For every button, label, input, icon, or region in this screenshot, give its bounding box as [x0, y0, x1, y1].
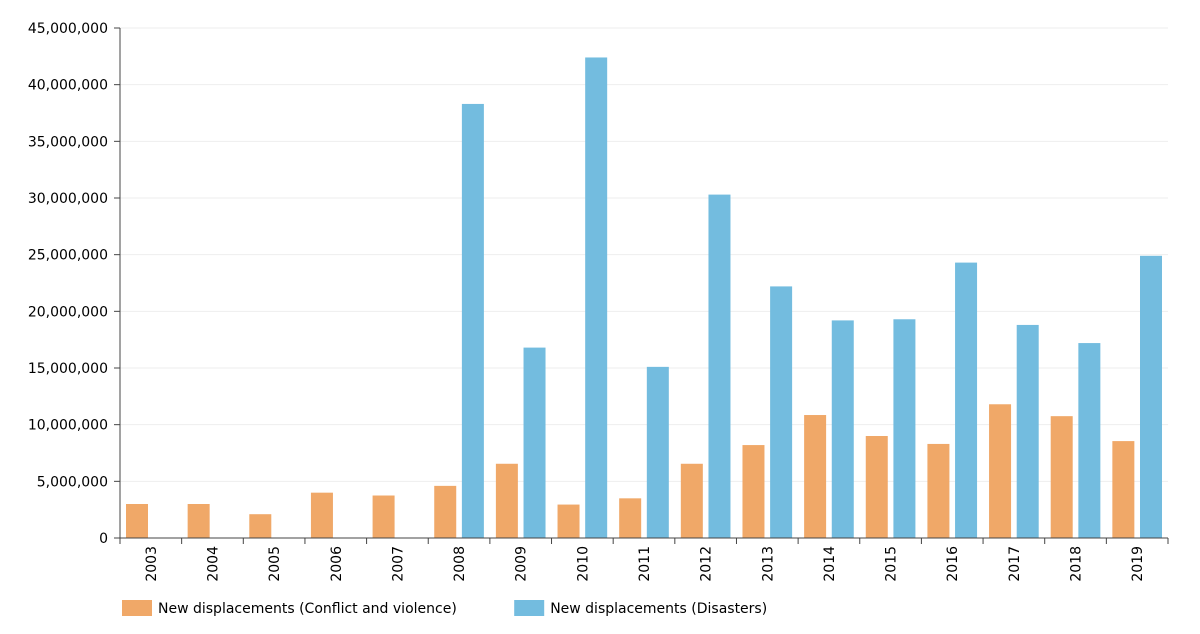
y-tick-label: 5,000,000 — [37, 474, 108, 490]
x-tick-label: 2018 — [1069, 546, 1085, 582]
bar-conflict-2008[interactable] — [434, 485, 457, 538]
y-tick-label: 35,000,000 — [28, 134, 108, 150]
x-tick-label: 2010 — [575, 546, 591, 582]
x-tick-label: 2011 — [637, 546, 653, 582]
bar-conflict-2007[interactable] — [372, 495, 395, 539]
bar-disasters-2015[interactable] — [893, 319, 916, 538]
y-tick-label: 20,000,000 — [28, 304, 108, 320]
bar-disasters-2010[interactable] — [585, 57, 608, 538]
bar-disasters-2017[interactable] — [1016, 324, 1039, 538]
legend-item-conflict[interactable]: New displacements (Conflict and violence… — [122, 600, 457, 617]
x-tick-label: 2017 — [1007, 546, 1023, 582]
bar-conflict-2004[interactable] — [187, 504, 210, 538]
y-tick-label: 25,000,000 — [28, 248, 108, 264]
y-tick-label: 40,000,000 — [28, 78, 108, 94]
bar-conflict-2019[interactable] — [1112, 441, 1135, 538]
bar-conflict-2017[interactable] — [989, 404, 1012, 538]
bar-disasters-2011[interactable] — [646, 366, 669, 538]
x-tick-label: 2005 — [267, 546, 283, 582]
x-tick-label: 2003 — [144, 546, 160, 582]
x-tick-label: 2008 — [452, 546, 468, 582]
y-tick-label: 10,000,000 — [28, 418, 108, 434]
bars — [126, 57, 1162, 539]
bar-disasters-2016[interactable] — [955, 262, 978, 538]
bar-disasters-2012[interactable] — [708, 194, 731, 538]
y-tick-label: 45,000,000 — [28, 21, 108, 37]
y-tick-label: 0 — [99, 531, 108, 547]
x-tick-label: 2004 — [205, 546, 221, 582]
legend-label: New displacements (Conflict and violence… — [158, 601, 457, 617]
x-tick-label: 2007 — [390, 546, 406, 582]
x-tick-label: 2006 — [329, 546, 345, 582]
x-axis: 2003 2004 2005 2006 2007 2008 2009 2010 2011 2012… — [119, 537, 1169, 582]
legend-label: New displacements (Disasters) — [550, 601, 767, 617]
y-axis: 0 5,000,000 10,000,000 15,000,000 20,000,000… — [28, 21, 121, 547]
bar-conflict-2013[interactable] — [742, 445, 765, 538]
legend-item-disasters[interactable]: New displacements (Disasters) — [514, 600, 767, 617]
y-tick-label: 15,000,000 — [28, 361, 108, 377]
bar-conflict-2016[interactable] — [927, 443, 950, 538]
x-tick-label: 2016 — [945, 546, 961, 582]
bar-conflict-2018[interactable] — [1050, 416, 1073, 538]
bar-disasters-2009[interactable] — [523, 347, 546, 538]
bar-conflict-2005[interactable] — [249, 514, 272, 538]
bar-conflict-2003[interactable] — [126, 504, 148, 538]
bar-conflict-2012[interactable] — [680, 463, 703, 538]
bar-conflict-2011[interactable] — [619, 498, 642, 538]
y-tick-label: 30,000,000 — [28, 191, 108, 207]
x-tick-label: 2009 — [514, 546, 530, 582]
bar-conflict-2006[interactable] — [310, 492, 333, 538]
bar-disasters-2019[interactable] — [1140, 255, 1162, 539]
bar-disasters-2013[interactable] — [770, 286, 793, 538]
bar-conflict-2015[interactable] — [865, 436, 888, 538]
bar-conflict-2014[interactable] — [804, 415, 827, 538]
x-tick-label: 2015 — [884, 546, 900, 582]
legend-swatch — [122, 600, 152, 616]
gridlines — [120, 27, 1168, 482]
legend: New displacements (Conflict and violence… — [122, 600, 767, 617]
x-tick-label: 2019 — [1130, 546, 1146, 582]
x-tick-label: 2012 — [699, 546, 715, 582]
x-tick-label: 2013 — [760, 546, 776, 582]
bar-disasters-2018[interactable] — [1078, 343, 1101, 538]
bar-disasters-2014[interactable] — [831, 320, 854, 538]
bar-disasters-2008[interactable] — [461, 103, 484, 538]
bar-conflict-2009[interactable] — [495, 463, 518, 538]
legend-swatch — [514, 600, 545, 616]
x-tick-label: 2014 — [822, 546, 838, 582]
bar-conflict-2010[interactable] — [557, 504, 580, 538]
